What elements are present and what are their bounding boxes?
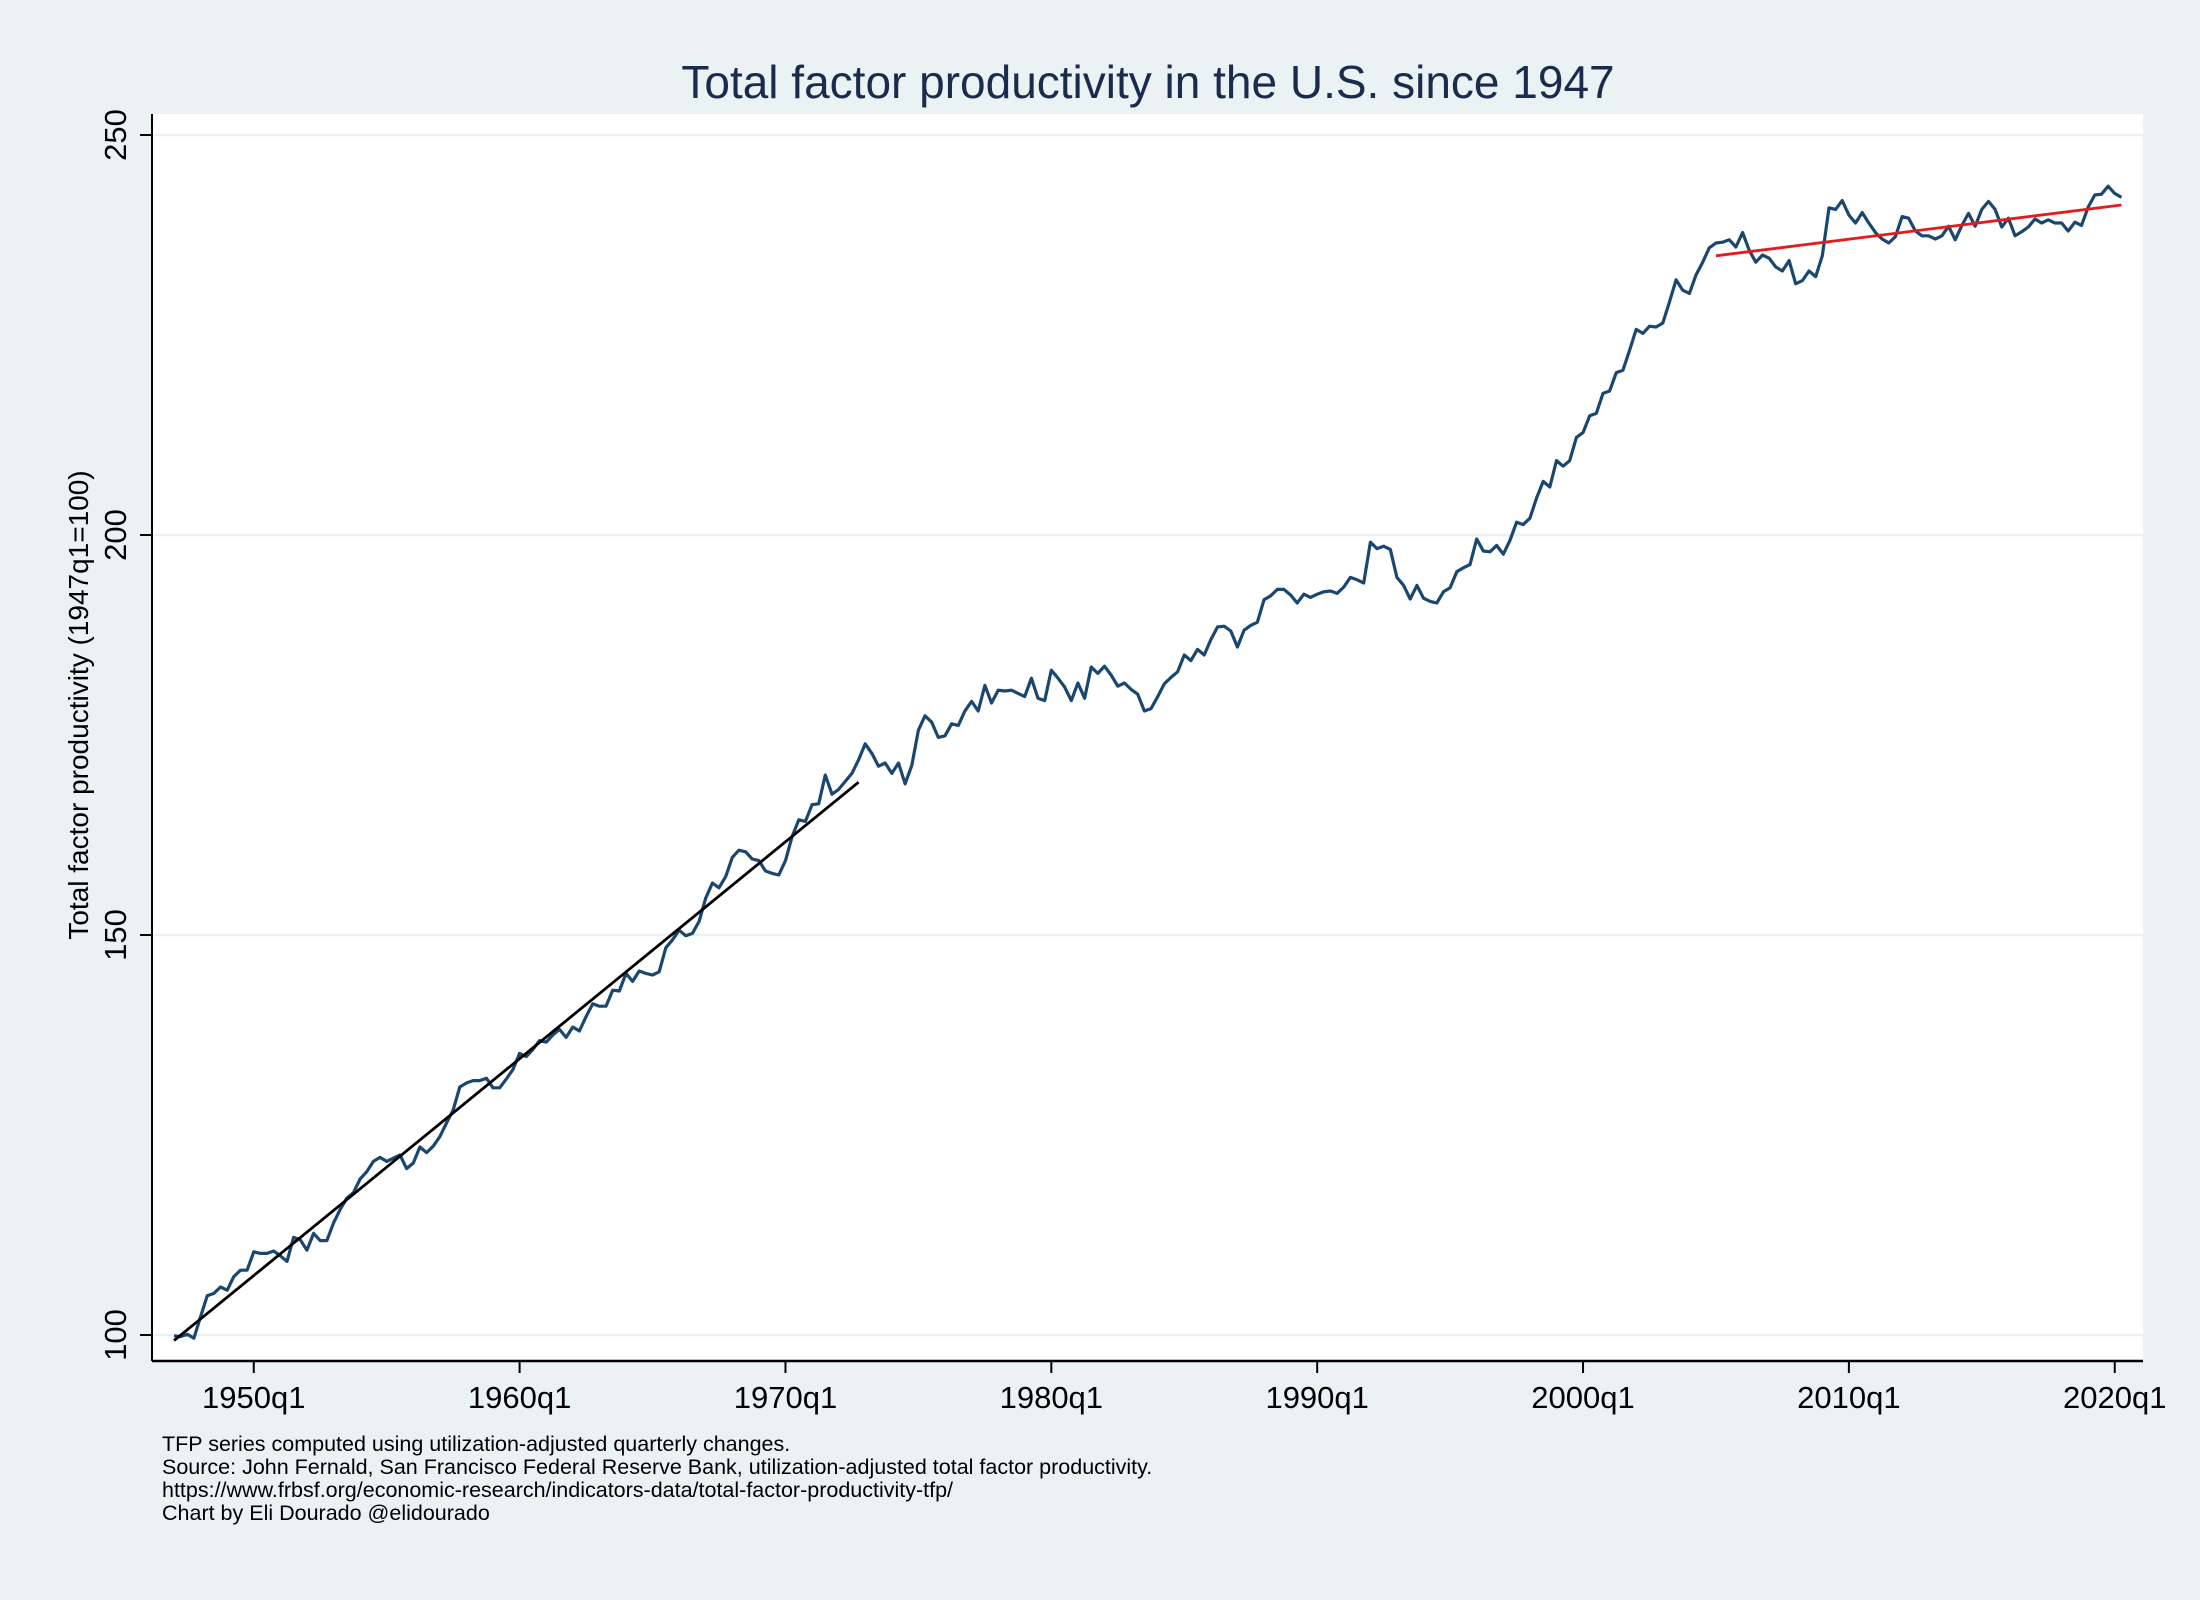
series-line-tfp [173,184,2123,1340]
x-ticks: 1950q1 1960q1 1970q1 1980q1 1990q1 2000q1 2010… [202,1361,2166,1415]
x-tick-label: 1950q1 [202,1380,305,1415]
series-group [173,184,2123,1340]
trend-2005-2020-line [1715,203,2122,258]
y-axis-title: Total factor productivity (1947q1=100) [63,470,94,939]
x-tick-label: 1980q1 [1000,1380,1103,1415]
plot-area [152,114,2143,1361]
footnote-line: TFP series computed using utilization-ad… [162,1432,790,1456]
chart-title: Total factor productivity in the U.S. si… [681,56,1614,108]
footnote-url[interactable]: https://www.frbsf.org/economic-research/… [162,1478,953,1502]
footnote-credit: Chart by Eli Dourado @elidourado [162,1501,490,1525]
y-tick-label: 150 [98,909,133,961]
x-tick-label: 1990q1 [1265,1380,1368,1415]
footnote-source: Source: John Fernald, San Francisco Fede… [162,1455,1152,1479]
x-tick-label: 2000q1 [1531,1380,1634,1415]
y-tick-label: 250 [98,109,133,161]
x-tick-label: 2010q1 [1797,1380,1900,1415]
y-ticks: 100 150 200 250 [98,109,152,1361]
x-tick-label: 2020q1 [2063,1380,2166,1415]
x-tick-label: 1960q1 [468,1380,571,1415]
gridlines [153,133,2143,1337]
y-tick-label: 200 [98,509,133,561]
footnotes: TFP series computed using utilization-ad… [162,1432,1152,1525]
y-tick-label: 100 [98,1309,133,1361]
trend-1947-1972-line [173,781,860,1342]
trend-lines [173,203,2122,1342]
x-tick-label: 1970q1 [734,1380,837,1415]
